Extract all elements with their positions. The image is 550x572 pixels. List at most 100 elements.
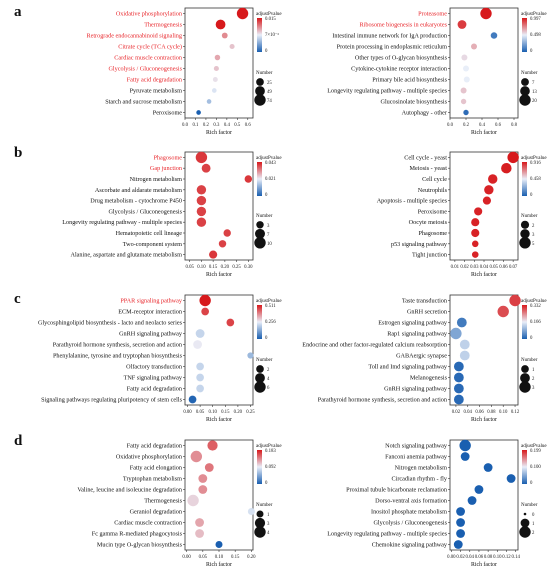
x-tick-label: 0.05: [199, 555, 208, 560]
term-label: Hematopoietic cell lineage: [116, 230, 183, 237]
data-point: [459, 350, 470, 361]
size-legend-dot: [254, 381, 266, 393]
x-tick-label: 0.08: [487, 410, 496, 415]
data-point: [236, 7, 249, 20]
size-legend-dot: [520, 518, 530, 528]
x-tick-label: 0.05: [185, 265, 194, 270]
x-tick-label: 0.4: [479, 123, 486, 128]
color-legend-bar: [257, 162, 262, 196]
data-point: [450, 327, 462, 340]
x-tick-label: 0.2: [203, 123, 210, 128]
data-point: [480, 7, 492, 20]
term-label: GnRH signaling pathway: [119, 331, 183, 338]
size-legend-label: 6: [267, 386, 270, 391]
data-point: [453, 372, 464, 383]
term-label: Nitrogen metabolism: [130, 176, 183, 183]
size-legend-title: Number: [521, 71, 538, 76]
data-point: [453, 540, 463, 549]
size-legend-dot: [520, 220, 530, 229]
term-label: Fatty acid elongation: [130, 465, 182, 472]
data-point: [453, 361, 464, 372]
term-label: Signaling pathways regulating pluripoten…: [41, 397, 182, 404]
term-label: Inositol phosphate metabolism: [371, 509, 447, 516]
term-label: Taste transduction: [402, 298, 447, 305]
data-point: [218, 240, 227, 248]
data-point: [244, 175, 253, 183]
data-point: [460, 452, 470, 461]
x-tick-label: 0.00: [183, 410, 192, 415]
size-legend-label: 0: [532, 513, 535, 518]
x-tick-label: 0.01: [451, 265, 460, 270]
x-tick-label: 0.8: [511, 123, 518, 128]
term-label: Fc gamma R-mediated phagocytosis: [92, 531, 183, 538]
x-tick-label: 0.15: [221, 410, 230, 415]
plot-frame: [184, 294, 254, 406]
x-tick-label: 0.05: [196, 410, 205, 415]
size-legend-label: 2: [532, 377, 535, 382]
data-point: [198, 485, 208, 494]
panel-letter-a: a: [14, 4, 22, 20]
color-legend-label: 0.021: [265, 177, 276, 182]
color-legend-bar: [257, 305, 262, 339]
term-label: Mucin type O-glycan biosynthesis: [97, 542, 183, 549]
x-tick-label: 0.02: [456, 555, 465, 560]
x-tick-label: 0.05: [490, 265, 499, 270]
data-point: [457, 20, 467, 29]
chart-d-left: 0.00 0.05 0.10 0.15 0.20 Rich factor Fatty aci…: [77, 439, 282, 568]
size-legend-dot: [254, 517, 266, 529]
x-tick-label: 0.20: [221, 265, 230, 270]
size-legend-dot: [254, 526, 266, 538]
term-label: Notch signaling pathway: [385, 443, 448, 450]
data-point: [229, 43, 235, 50]
x-tick-label: 0.04: [480, 265, 489, 270]
data-point: [471, 228, 480, 238]
data-point: [226, 318, 235, 327]
size-legend-dot: [523, 512, 527, 516]
term-label: Peroxisome: [153, 110, 182, 117]
x-tick-label: 0.6: [245, 123, 252, 128]
term-label: Proximal tubule bicarbonate reclamation: [346, 487, 447, 494]
term-label: Cardiac muscle contraction: [114, 55, 182, 62]
term-label: Longevity regulating pathway - multiple …: [62, 219, 182, 226]
term-label: Fatty acid degradation: [127, 386, 182, 393]
size-legend-label: 4: [267, 531, 270, 536]
color-legend-label: 0: [530, 193, 533, 198]
color-legend-label: 0.043: [265, 161, 276, 166]
data-point: [509, 294, 521, 307]
panel-letter-d: d: [14, 433, 23, 449]
color-legend-title: adjustPvalue: [256, 299, 282, 304]
x-tick-label: 0.15: [231, 555, 240, 560]
term-label: Parathyroid hormone synthesis, secretion…: [318, 397, 447, 404]
x-axis-label: Rich factor: [206, 271, 232, 278]
color-legend-label: 0.511: [265, 304, 276, 309]
size-legend-label: 3: [267, 522, 270, 527]
data-point: [199, 294, 211, 307]
data-point: [221, 32, 228, 39]
term-label: Circadian rhythm - fly: [391, 476, 447, 483]
x-tick-label: 0.5: [234, 123, 241, 128]
term-label: Estrogen signaling pathway: [378, 320, 448, 327]
term-label: Glycolysis / Gluconeogenesis: [108, 66, 182, 73]
term-label: Retrograde endocannabinoid signaling: [86, 33, 182, 40]
term-label: Glycolysis / Gluconeogenesis: [373, 520, 447, 527]
data-point: [506, 474, 516, 483]
panel-letter-b: b: [14, 145, 22, 161]
color-legend-label: 0.997: [530, 17, 541, 22]
term-label: Proteasome: [418, 11, 447, 18]
term-label: Longevity regulating pathway - multiple …: [327, 531, 447, 538]
x-tick-label: 0.30: [244, 265, 253, 270]
data-point: [456, 507, 465, 516]
data-point: [195, 518, 204, 527]
x-tick-label: 0.10: [215, 555, 224, 560]
term-label: p53 signaling pathway: [391, 241, 448, 248]
data-point: [206, 99, 212, 104]
term-label: Oxidative phosphorylation: [116, 11, 182, 18]
color-legend-label: 0.199: [530, 449, 541, 454]
data-point: [212, 77, 218, 82]
data-point: [196, 206, 207, 217]
chart-b-right: 0.01 0.02 0.03 0.04 0.05 0.06 0.07 Rich factor C…: [377, 151, 547, 278]
color-legend-label: 0.256: [265, 320, 276, 325]
size-legend-dot: [520, 373, 530, 383]
data-point: [462, 65, 470, 72]
